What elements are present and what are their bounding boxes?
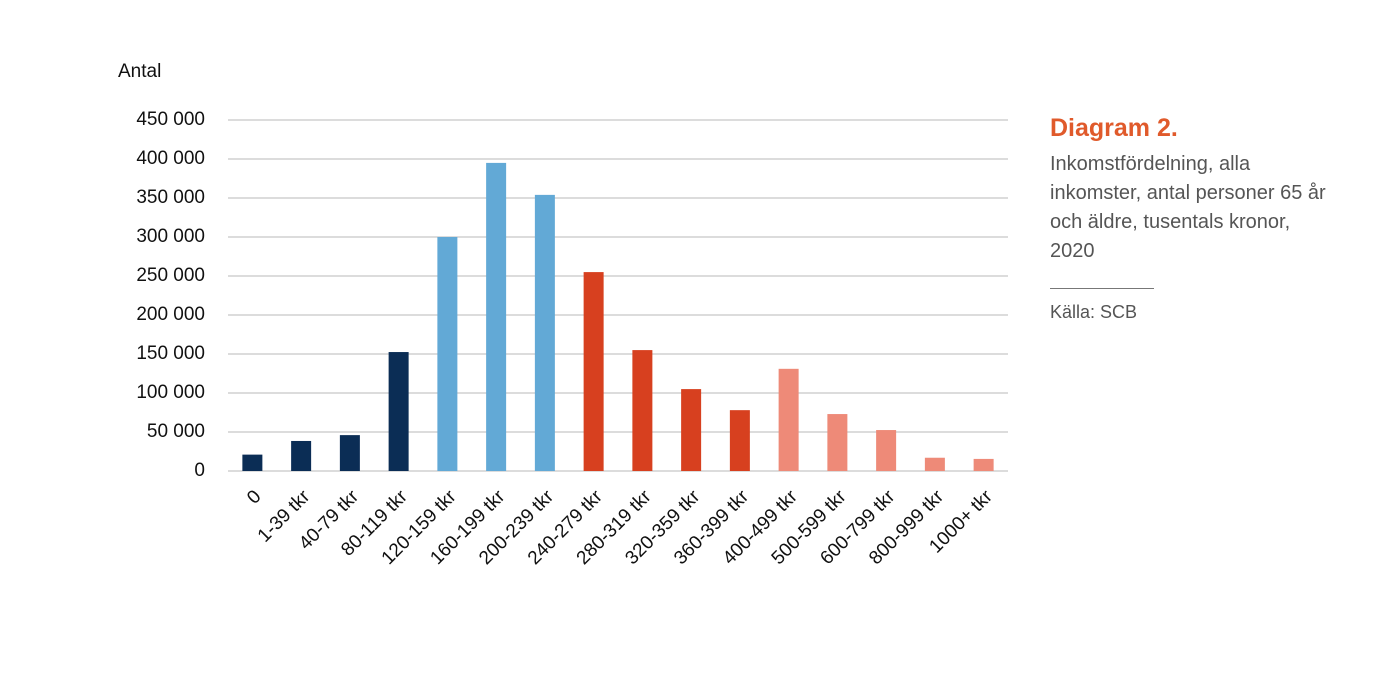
y-tick-label: 100 000 (136, 382, 205, 403)
bar (534, 194, 555, 471)
bar (827, 414, 848, 471)
bar (242, 454, 263, 471)
y-tick-label: 50 000 (147, 421, 205, 442)
bar (583, 272, 604, 471)
bar (339, 435, 360, 471)
y-tick-label: 150 000 (136, 343, 205, 364)
chart-subtitle: Inkomstfördelning, alla inkomster, antal… (1050, 153, 1326, 262)
bar (729, 410, 750, 471)
y-tick-label: 300 000 (136, 226, 205, 247)
bar (486, 162, 507, 471)
source: Källa: SCB (1050, 302, 1138, 322)
x-tick-label: 0 (243, 486, 265, 508)
bar (876, 430, 897, 471)
bar (973, 458, 994, 471)
chart-title: Diagram 2. (1050, 114, 1178, 142)
y-tick-label: 450 000 (136, 109, 205, 130)
divider (1050, 288, 1154, 289)
bar (388, 352, 409, 471)
bar (291, 440, 312, 471)
y-tick-label: 400 000 (136, 148, 205, 169)
bar (632, 350, 653, 471)
bar (778, 368, 799, 471)
y-axis-label: Antal (118, 61, 161, 82)
y-tick-label: 350 000 (136, 187, 205, 208)
y-tick-label: 0 (194, 460, 205, 481)
bar (924, 457, 945, 471)
y-tick-label: 250 000 (136, 265, 205, 286)
y-tick-label: 200 000 (136, 304, 205, 325)
bar (437, 237, 458, 471)
bar (681, 389, 702, 471)
